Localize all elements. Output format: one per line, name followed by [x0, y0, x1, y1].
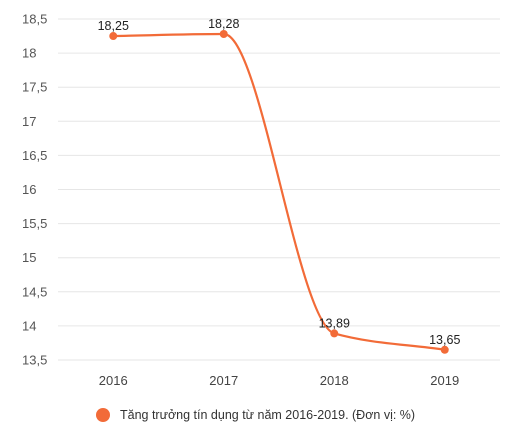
y-tick-label: 16,5 — [22, 148, 47, 163]
legend-label: Tăng trưởng tín dụng từ năm 2016-2019. (… — [120, 408, 416, 422]
y-tick-label: 18,5 — [22, 12, 47, 27]
x-tick-label: 2019 — [430, 373, 459, 388]
data-label: 18,28 — [208, 17, 239, 31]
y-tick-label: 16 — [22, 182, 36, 197]
data-label: 13,65 — [429, 333, 460, 347]
y-tick-label: 14,5 — [22, 284, 47, 299]
grid-lines — [58, 18, 500, 361]
y-tick-label: 18 — [22, 46, 36, 61]
legend[interactable]: Tăng trưởng tín dụng từ năm 2016-2019. (… — [96, 408, 415, 422]
y-tick-label: 17,5 — [22, 80, 47, 95]
data-point[interactable] — [440, 345, 449, 354]
series-line — [113, 32, 445, 351]
y-tick-label: 13,5 — [22, 353, 47, 368]
data-point[interactable] — [109, 32, 118, 41]
data-labels: 18,25 18,28 13,89 13,65 — [98, 17, 461, 347]
y-tick-label: 15 — [22, 250, 36, 265]
y-tick-label: 14 — [22, 318, 36, 333]
legend-swatch — [96, 408, 110, 422]
x-tick-label: 2016 — [99, 373, 128, 388]
y-axis-ticks: 13,5 14 14,5 15 15,5 16 16,5 17 17,5 18 18,5 — [22, 12, 47, 368]
data-point[interactable] — [330, 329, 339, 338]
data-points — [109, 30, 449, 354]
data-point[interactable] — [219, 30, 228, 39]
y-tick-label: 17 — [22, 114, 36, 129]
x-axis-ticks: 2016 2017 2018 2019 — [99, 373, 459, 388]
data-label: 13,89 — [319, 316, 350, 330]
x-tick-label: 2017 — [209, 373, 238, 388]
x-tick-label: 2018 — [320, 373, 349, 388]
y-tick-label: 15,5 — [22, 216, 47, 231]
data-label: 18,25 — [98, 19, 129, 33]
